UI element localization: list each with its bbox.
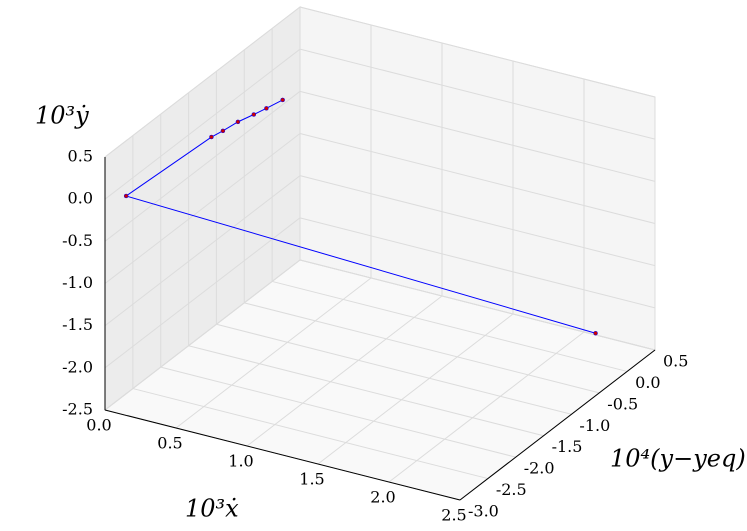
y-tick-label: 0.0: [635, 373, 660, 392]
grid-line: [246, 295, 443, 447]
axis-line: [104, 409, 461, 501]
grid-line: [104, 175, 301, 327]
grid-line: [317, 313, 514, 465]
grid-line: [175, 277, 372, 429]
z-tick-label: -1.5: [62, 315, 93, 334]
y-tick-label: -0.5: [607, 394, 638, 413]
z-axis-label: 10³ẏ: [35, 102, 89, 130]
y-tick-label: -2.5: [496, 480, 527, 499]
y-tick-label: -1.5: [552, 437, 583, 456]
x-axis-label: 10³ẋ: [185, 495, 239, 523]
z-tick-label: 0.0: [68, 189, 93, 208]
grid-line: [299, 90, 656, 182]
grid-line: [104, 217, 301, 369]
grid-line: [104, 48, 301, 200]
y-axis-label: 10⁴(y−yeq): [610, 445, 746, 473]
x-tick-label: 2.5: [441, 506, 466, 525]
grid-line: [388, 331, 585, 483]
y-tick-label: 0.5: [663, 352, 688, 371]
x-tick-label: 2.0: [370, 488, 395, 507]
grid-line: [104, 259, 301, 411]
panes: [103, 5, 657, 501]
grid-line: [216, 323, 572, 415]
x-tick-label: 0.0: [86, 416, 111, 435]
y-tick-label: -2.0: [524, 459, 555, 478]
point: [264, 106, 269, 111]
grid-line: [104, 133, 301, 284]
axis-line: [459, 349, 656, 501]
y-tick-label: -1.0: [579, 416, 610, 435]
point: [123, 193, 129, 199]
grid-line: [188, 345, 544, 437]
grid-line: [272, 280, 628, 372]
z-tick-label: -1.0: [62, 273, 93, 292]
point: [251, 112, 257, 117]
grid-line: [299, 175, 656, 267]
point: [593, 330, 598, 336]
grid-line: [244, 302, 600, 394]
x-tick-label: 1.5: [299, 470, 324, 489]
point: [220, 128, 226, 134]
z-tick-label: -2.0: [62, 357, 93, 376]
point: [235, 119, 241, 125]
grid-line: [299, 217, 656, 309]
grid-line: [104, 90, 301, 242]
grid-line: [160, 366, 516, 458]
grid-line: [299, 48, 656, 140]
z-tick-label: -2.5: [62, 400, 93, 419]
grid-line: [104, 6, 301, 158]
y-tick-label: -3.0: [468, 502, 499, 521]
grid-line: [299, 133, 656, 224]
z-tick-label: -0.5: [62, 231, 93, 250]
point: [209, 134, 214, 140]
z-tick-label: 0.5: [68, 147, 93, 166]
grid-line: [299, 6, 656, 98]
grid-line: [132, 388, 488, 480]
trajectory: [124, 99, 596, 334]
x-tick-label: 1.0: [228, 452, 253, 471]
point: [280, 97, 285, 103]
x-tick-label: 0.5: [157, 434, 182, 453]
